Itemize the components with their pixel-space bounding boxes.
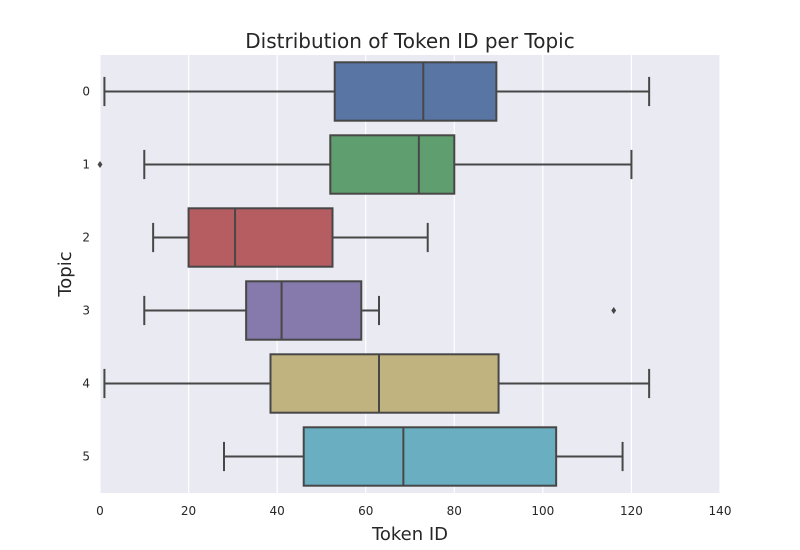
- x-tick-label: 60: [358, 504, 373, 518]
- x-tick-label: 40: [270, 504, 285, 518]
- y-tick-label: 5: [82, 450, 90, 464]
- x-axis-label: Token ID: [371, 524, 448, 545]
- box-topic-5: [223, 426, 624, 487]
- box-topic-4: [103, 353, 651, 414]
- y-tick-label: 1: [82, 158, 90, 172]
- box-topic-1: [97, 134, 633, 195]
- iqr-box: [302, 426, 558, 487]
- box-topic-0: [103, 61, 651, 122]
- plot-background: [100, 55, 720, 493]
- chart-title: Distribution of Token ID per Topic: [245, 29, 574, 53]
- iqr-box: [333, 61, 498, 122]
- x-tick-label: 120: [620, 504, 643, 518]
- iqr-box: [245, 280, 363, 341]
- y-tick-label: 0: [82, 85, 90, 99]
- boxes-group: [97, 61, 651, 487]
- x-tick-label: 0: [96, 504, 104, 518]
- y-tick-label: 3: [82, 304, 90, 318]
- gridlines: [99, 55, 721, 493]
- iqr-box: [329, 134, 456, 195]
- outlier-point: [611, 307, 617, 314]
- iqr-box: [269, 353, 500, 414]
- y-tick-label: 4: [82, 377, 90, 391]
- x-tick-label: 20: [181, 504, 196, 518]
- x-tick-label: 140: [709, 504, 732, 518]
- x-tick-label: 100: [531, 504, 554, 518]
- y-tick-labels: 0 1 2 3 4 5: [82, 85, 90, 464]
- y-tick-label: 2: [82, 231, 90, 245]
- y-axis-label: Topic: [55, 251, 76, 297]
- x-tick-labels: 0 20 40 60 80 100 120 140: [96, 504, 731, 518]
- box-topic-2: [152, 207, 429, 268]
- outlier-point: [97, 161, 103, 168]
- box-topic-3: [143, 280, 617, 341]
- iqr-box: [187, 207, 334, 268]
- x-tick-label: 80: [447, 504, 462, 518]
